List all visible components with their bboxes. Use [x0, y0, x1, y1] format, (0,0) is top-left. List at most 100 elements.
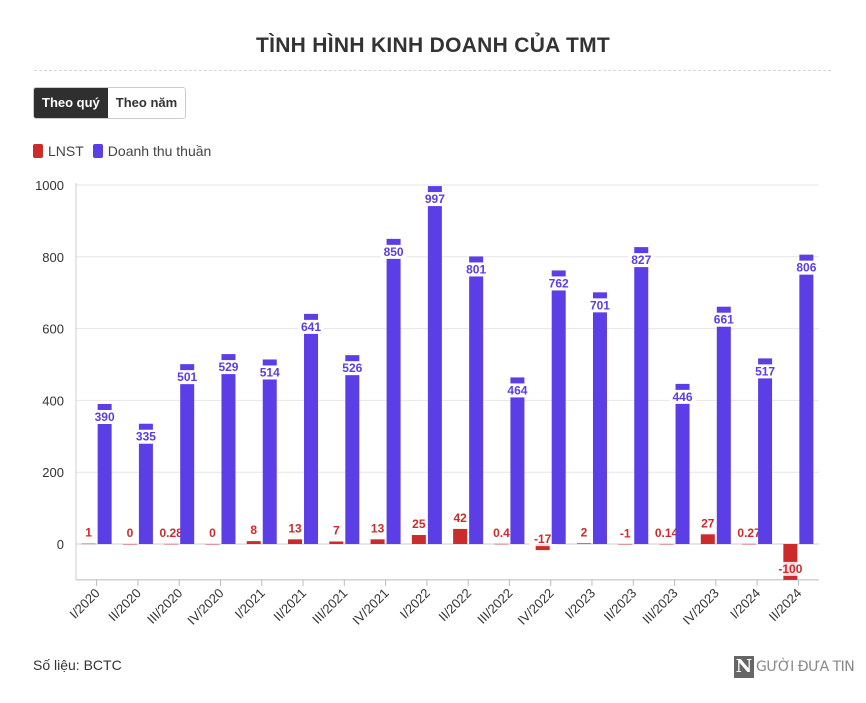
revenue-data-label: 335	[136, 430, 156, 444]
x-tick-label: III/2021	[309, 585, 350, 626]
tab-quarterly[interactable]: Theo quý	[34, 88, 108, 118]
x-tick-label: II/2022	[436, 585, 475, 624]
revenue-data-label: 806	[796, 261, 816, 275]
revenue-data-label: 850	[384, 245, 404, 259]
x-tick-label: IV/2021	[349, 585, 391, 627]
legend-item-lnst[interactable]: LNST	[33, 143, 84, 159]
chart-title: TÌNH HÌNH KINH DOANH CỦA TMT	[255, 34, 611, 57]
y-tick-label: 600	[42, 322, 64, 337]
source-note: Số liệu: BCTC	[33, 657, 122, 673]
x-tick-label: III/2020	[144, 585, 185, 626]
title-divider	[34, 70, 831, 71]
revenue-label-bg	[174, 370, 201, 385]
y-tick-label: 0	[57, 537, 64, 552]
legend-label-revenue: Doanh thu thuần	[107, 143, 212, 159]
revenue-data-label: 390	[95, 410, 115, 424]
revenue-label-bg	[504, 383, 531, 398]
lnst-label-bg	[773, 561, 808, 576]
lnst-data-label: -1	[620, 526, 631, 540]
legend-label-lnst: LNST	[48, 143, 84, 159]
revenue-bar	[138, 423, 153, 544]
revenue-label-bg	[793, 260, 820, 275]
revenue-label-bg	[710, 312, 737, 327]
revenue-label-bg	[297, 319, 325, 334]
lnst-bar	[742, 543, 757, 545]
revenue-data-label: 641	[301, 320, 321, 334]
chart-legend: LNST Doanh thu thuần	[33, 143, 220, 159]
period-tabs: Theo quý Theo năm	[33, 87, 187, 119]
lnst-bar	[494, 543, 509, 545]
revenue-label-bg	[256, 365, 283, 380]
lnst-label-bg	[82, 525, 95, 540]
revenue-bar	[634, 247, 649, 544]
revenue-bar	[427, 186, 442, 544]
lnst-data-label: 25	[412, 517, 426, 531]
legend-swatch-lnst	[33, 144, 43, 158]
revenue-bar	[675, 383, 690, 544]
x-tick-label: II/2023	[601, 585, 640, 624]
revenue-bar	[97, 403, 112, 544]
lnst-label-bg	[488, 525, 515, 540]
revenue-label-bg	[91, 409, 118, 424]
logo-text: GƯỜI ĐƯA TIN	[756, 659, 855, 675]
revenue-label-bg	[463, 262, 490, 277]
revenue-bar	[469, 256, 484, 544]
revenue-data-label: 529	[218, 360, 238, 374]
revenue-bar	[345, 355, 360, 544]
lnst-bar	[246, 541, 261, 544]
lnst-data-label: 0.27	[737, 526, 761, 540]
revenue-bar	[386, 238, 401, 544]
revenue-bar	[592, 292, 607, 544]
lnst-bar	[81, 543, 96, 545]
lnst-bar	[329, 541, 344, 544]
lnst-data-label: 0	[209, 526, 216, 540]
revenue-label-bg	[751, 364, 779, 379]
revenue-data-label: 501	[177, 370, 197, 384]
x-tick-label: IV/2020	[184, 585, 226, 627]
legend-item-revenue[interactable]: Doanh thu thuần	[92, 143, 212, 159]
x-tick-label: III/2023	[639, 585, 680, 626]
revenue-bar	[304, 313, 319, 544]
lnst-data-label: 8	[250, 523, 257, 537]
revenue-bar	[262, 359, 277, 544]
x-tick-label: I/2020	[67, 585, 103, 621]
revenue-label-bg	[215, 360, 242, 375]
lnst-data-label: -100	[778, 562, 802, 576]
revenue-label-bg	[421, 192, 448, 207]
y-tick-label: 1000	[35, 178, 64, 193]
lnst-label-bg	[154, 525, 188, 540]
lnst-data-label: -17	[534, 532, 552, 546]
lnst-data-label: 0.14	[655, 526, 679, 540]
lnst-data-label: 0	[127, 526, 134, 540]
lnst-data-label: 7	[333, 523, 340, 537]
revenue-data-label: 827	[631, 253, 651, 267]
revenue-bar	[758, 358, 773, 544]
lnst-label-bg	[409, 517, 429, 532]
lnst-bar	[576, 543, 591, 544]
revenue-data-label: 997	[425, 192, 445, 206]
lnst-data-label: 2	[581, 525, 588, 539]
revenue-data-label: 701	[590, 298, 610, 312]
lnst-bar	[205, 544, 220, 545]
revenue-bar	[551, 270, 566, 544]
lnst-bar	[453, 528, 468, 544]
lnst-label-bg	[248, 523, 260, 538]
x-tick-label: II/2021	[270, 585, 309, 624]
lnst-bar	[659, 543, 674, 545]
x-tick-label: II/2020	[105, 585, 144, 624]
lnst-bar	[618, 544, 633, 545]
lnst-data-label: 13	[288, 521, 302, 535]
lnst-label-bg	[285, 521, 305, 536]
tab-yearly[interactable]: Theo năm	[107, 88, 186, 118]
publisher-logo: N GƯỜI ĐƯA TIN	[734, 656, 855, 678]
revenue-label-bg	[380, 244, 407, 259]
y-tick-label: 400	[42, 393, 64, 408]
logo-mark: N	[734, 656, 754, 678]
x-tick-label: I/2022	[397, 585, 433, 621]
lnst-data-label: 27	[701, 516, 715, 530]
revenue-bar	[716, 306, 731, 544]
lnst-bar	[700, 534, 715, 544]
x-tick-label: I/2023	[562, 585, 598, 621]
lnst-label-bg	[615, 526, 635, 541]
revenue-label-bg	[586, 298, 614, 313]
